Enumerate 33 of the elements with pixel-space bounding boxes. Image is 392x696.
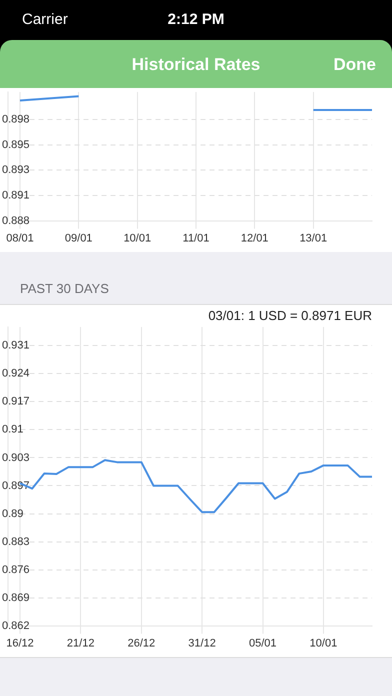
y-tick-label: 0.924 [2,368,30,380]
chart-title: PAST 30 DAYS [20,281,109,296]
y-tick-label: 0.883 [2,536,30,548]
x-tick-label: 16/12 [6,637,34,650]
x-tick-label: 26/12 [128,637,156,650]
y-tick-label: 0.891 [2,189,30,202]
x-tick-label: 10/01 [124,232,152,244]
y-tick-label: 0.893 [2,164,30,176]
x-tick-label: 08/01 [6,232,34,244]
x-tick-label: 13/01 [300,232,328,244]
x-tick-label: 05/01 [248,637,277,650]
x-tick-label: 09/01 [64,232,92,244]
x-tick-label: 10/01 [310,637,338,650]
x-tick-label: 31/12 [188,637,216,650]
y-tick-label: 0.91 [2,424,24,436]
y-tick-label: 0.931 [2,340,30,352]
y-tick-label: 0.89 [2,508,24,520]
y-tick-label: 0.917 [2,396,30,408]
chart-title: Historical Rates [132,55,260,74]
text: Done [334,55,376,75]
x-tick-label: 21/12 [66,637,94,650]
text: 2:12 PM [168,11,224,28]
y-tick-label: 0.862 [2,620,30,632]
y-tick-label: 0.876 [2,564,30,576]
y-tick-label: 0.888 [2,214,30,227]
x-tick-label: 12/01 [240,232,268,244]
y-tick-label: 0.898 [2,113,30,126]
text: Carrier [22,11,68,28]
x-tick-label: 11/01 [182,232,210,244]
text: 03/01: 1 USD = 0.8971 EUR [208,308,372,324]
y-tick-label: 0.903 [2,452,30,464]
y-tick-label: 0.895 [2,138,30,151]
y-tick-label: 0.869 [2,592,30,604]
